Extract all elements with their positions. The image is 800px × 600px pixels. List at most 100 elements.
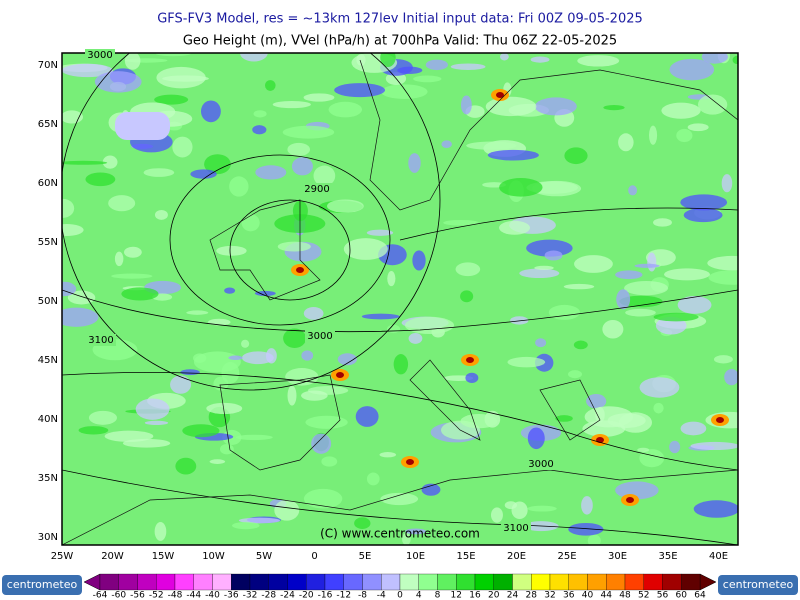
contour-label: 3100 xyxy=(503,523,528,534)
field-patch xyxy=(634,263,660,268)
field-patch xyxy=(680,194,728,211)
field-patch xyxy=(387,271,396,287)
field-patch xyxy=(386,324,401,334)
field-patch xyxy=(647,252,657,272)
field-patch xyxy=(155,53,191,57)
contour-label: 2900 xyxy=(304,184,329,195)
colorbar-label: 32 xyxy=(544,591,555,600)
colorbar-label: 36 xyxy=(563,591,575,600)
colorbar-label: 8 xyxy=(435,591,441,600)
field-patch xyxy=(450,63,486,70)
colorbar-label: 56 xyxy=(657,591,669,600)
field-patch xyxy=(584,406,634,428)
field-patch xyxy=(602,319,624,339)
field-patch xyxy=(285,368,319,386)
field-patch xyxy=(170,375,192,394)
field-patch xyxy=(336,372,344,378)
colorbar-label: -12 xyxy=(336,591,351,600)
field-patch xyxy=(577,55,620,67)
field-patch xyxy=(287,142,311,157)
field-patch xyxy=(713,355,733,364)
field-patch xyxy=(466,141,517,150)
contour-label-bg xyxy=(302,183,332,195)
field-patch xyxy=(628,185,638,196)
field-patch xyxy=(94,71,142,93)
field-patch xyxy=(241,339,250,348)
colorbar-swatch xyxy=(174,573,194,591)
field-patch xyxy=(235,434,273,441)
field-patch xyxy=(507,356,546,368)
field-patch xyxy=(573,340,588,350)
colorbar-label: 64 xyxy=(694,591,706,600)
field-patch xyxy=(527,427,545,450)
field-patch xyxy=(406,459,414,465)
colorbar-swatch xyxy=(624,573,644,591)
lon-label: 0 xyxy=(311,551,317,562)
colorbar-label: 44 xyxy=(601,591,613,600)
field-patch xyxy=(380,492,419,506)
field-patch xyxy=(619,295,663,308)
field-patch xyxy=(564,147,588,165)
contours xyxy=(62,53,738,545)
colorbar-label: 20 xyxy=(488,591,500,600)
field-patch xyxy=(102,155,118,169)
field-patch xyxy=(62,160,108,165)
field-patch xyxy=(412,250,426,271)
field-patch xyxy=(499,220,531,235)
field-patch xyxy=(88,410,117,425)
colorbar-label: 0 xyxy=(397,591,403,600)
lon-label: 10E xyxy=(406,551,425,562)
field-patch xyxy=(238,517,281,524)
colorbar-swatch xyxy=(362,573,382,591)
field-patch xyxy=(62,63,113,78)
field-patch xyxy=(618,133,634,152)
field-patch xyxy=(204,154,231,175)
colorbar-swatch xyxy=(324,573,344,591)
field-patch xyxy=(465,372,479,383)
contour-label: 3000 xyxy=(87,50,112,61)
field-patch xyxy=(568,370,583,379)
field-patch xyxy=(544,250,563,261)
contour-label-bg xyxy=(85,49,115,61)
field-patch xyxy=(366,472,380,486)
field-patch xyxy=(111,273,153,279)
field-patch xyxy=(172,136,193,158)
field-patch xyxy=(487,149,539,161)
lat-label: 45N xyxy=(38,355,58,366)
field-patch xyxy=(626,497,634,503)
field-patch xyxy=(354,517,371,529)
field-patch xyxy=(624,280,669,296)
field-patch xyxy=(669,440,681,454)
field-patch xyxy=(511,501,528,520)
field-patch xyxy=(282,125,335,139)
field-patch xyxy=(154,522,167,541)
colorbar-label: -32 xyxy=(243,591,258,600)
field-patch xyxy=(123,246,142,258)
colorbar-swatch xyxy=(137,573,157,591)
subtitle: Geo Height (m), VVel (hPa/h) at 700hPa V… xyxy=(183,34,617,49)
colorbar-label: 16 xyxy=(469,591,481,600)
colorbar-swatch xyxy=(456,573,476,591)
field-patch xyxy=(413,75,442,83)
field-patch xyxy=(313,165,336,187)
lat-label: 65N xyxy=(38,119,58,130)
lat-label: 50N xyxy=(38,296,58,307)
colorbar-swatch xyxy=(231,573,251,591)
field-patch xyxy=(361,313,400,320)
field-patch xyxy=(355,406,379,427)
field-patch xyxy=(707,255,738,271)
field-patch xyxy=(229,176,249,197)
colorbar-arrow-right xyxy=(699,573,717,591)
field-patch xyxy=(337,353,357,366)
lat-label: 60N xyxy=(38,178,58,189)
field-patch xyxy=(499,53,509,61)
field-patch xyxy=(530,56,550,63)
lon-label: 35E xyxy=(658,551,677,562)
field-patch xyxy=(499,178,543,197)
field-patch xyxy=(219,444,234,455)
field-patch xyxy=(405,528,426,535)
field-patch xyxy=(334,83,386,98)
field-patch xyxy=(277,241,311,252)
field-patch xyxy=(421,483,441,496)
